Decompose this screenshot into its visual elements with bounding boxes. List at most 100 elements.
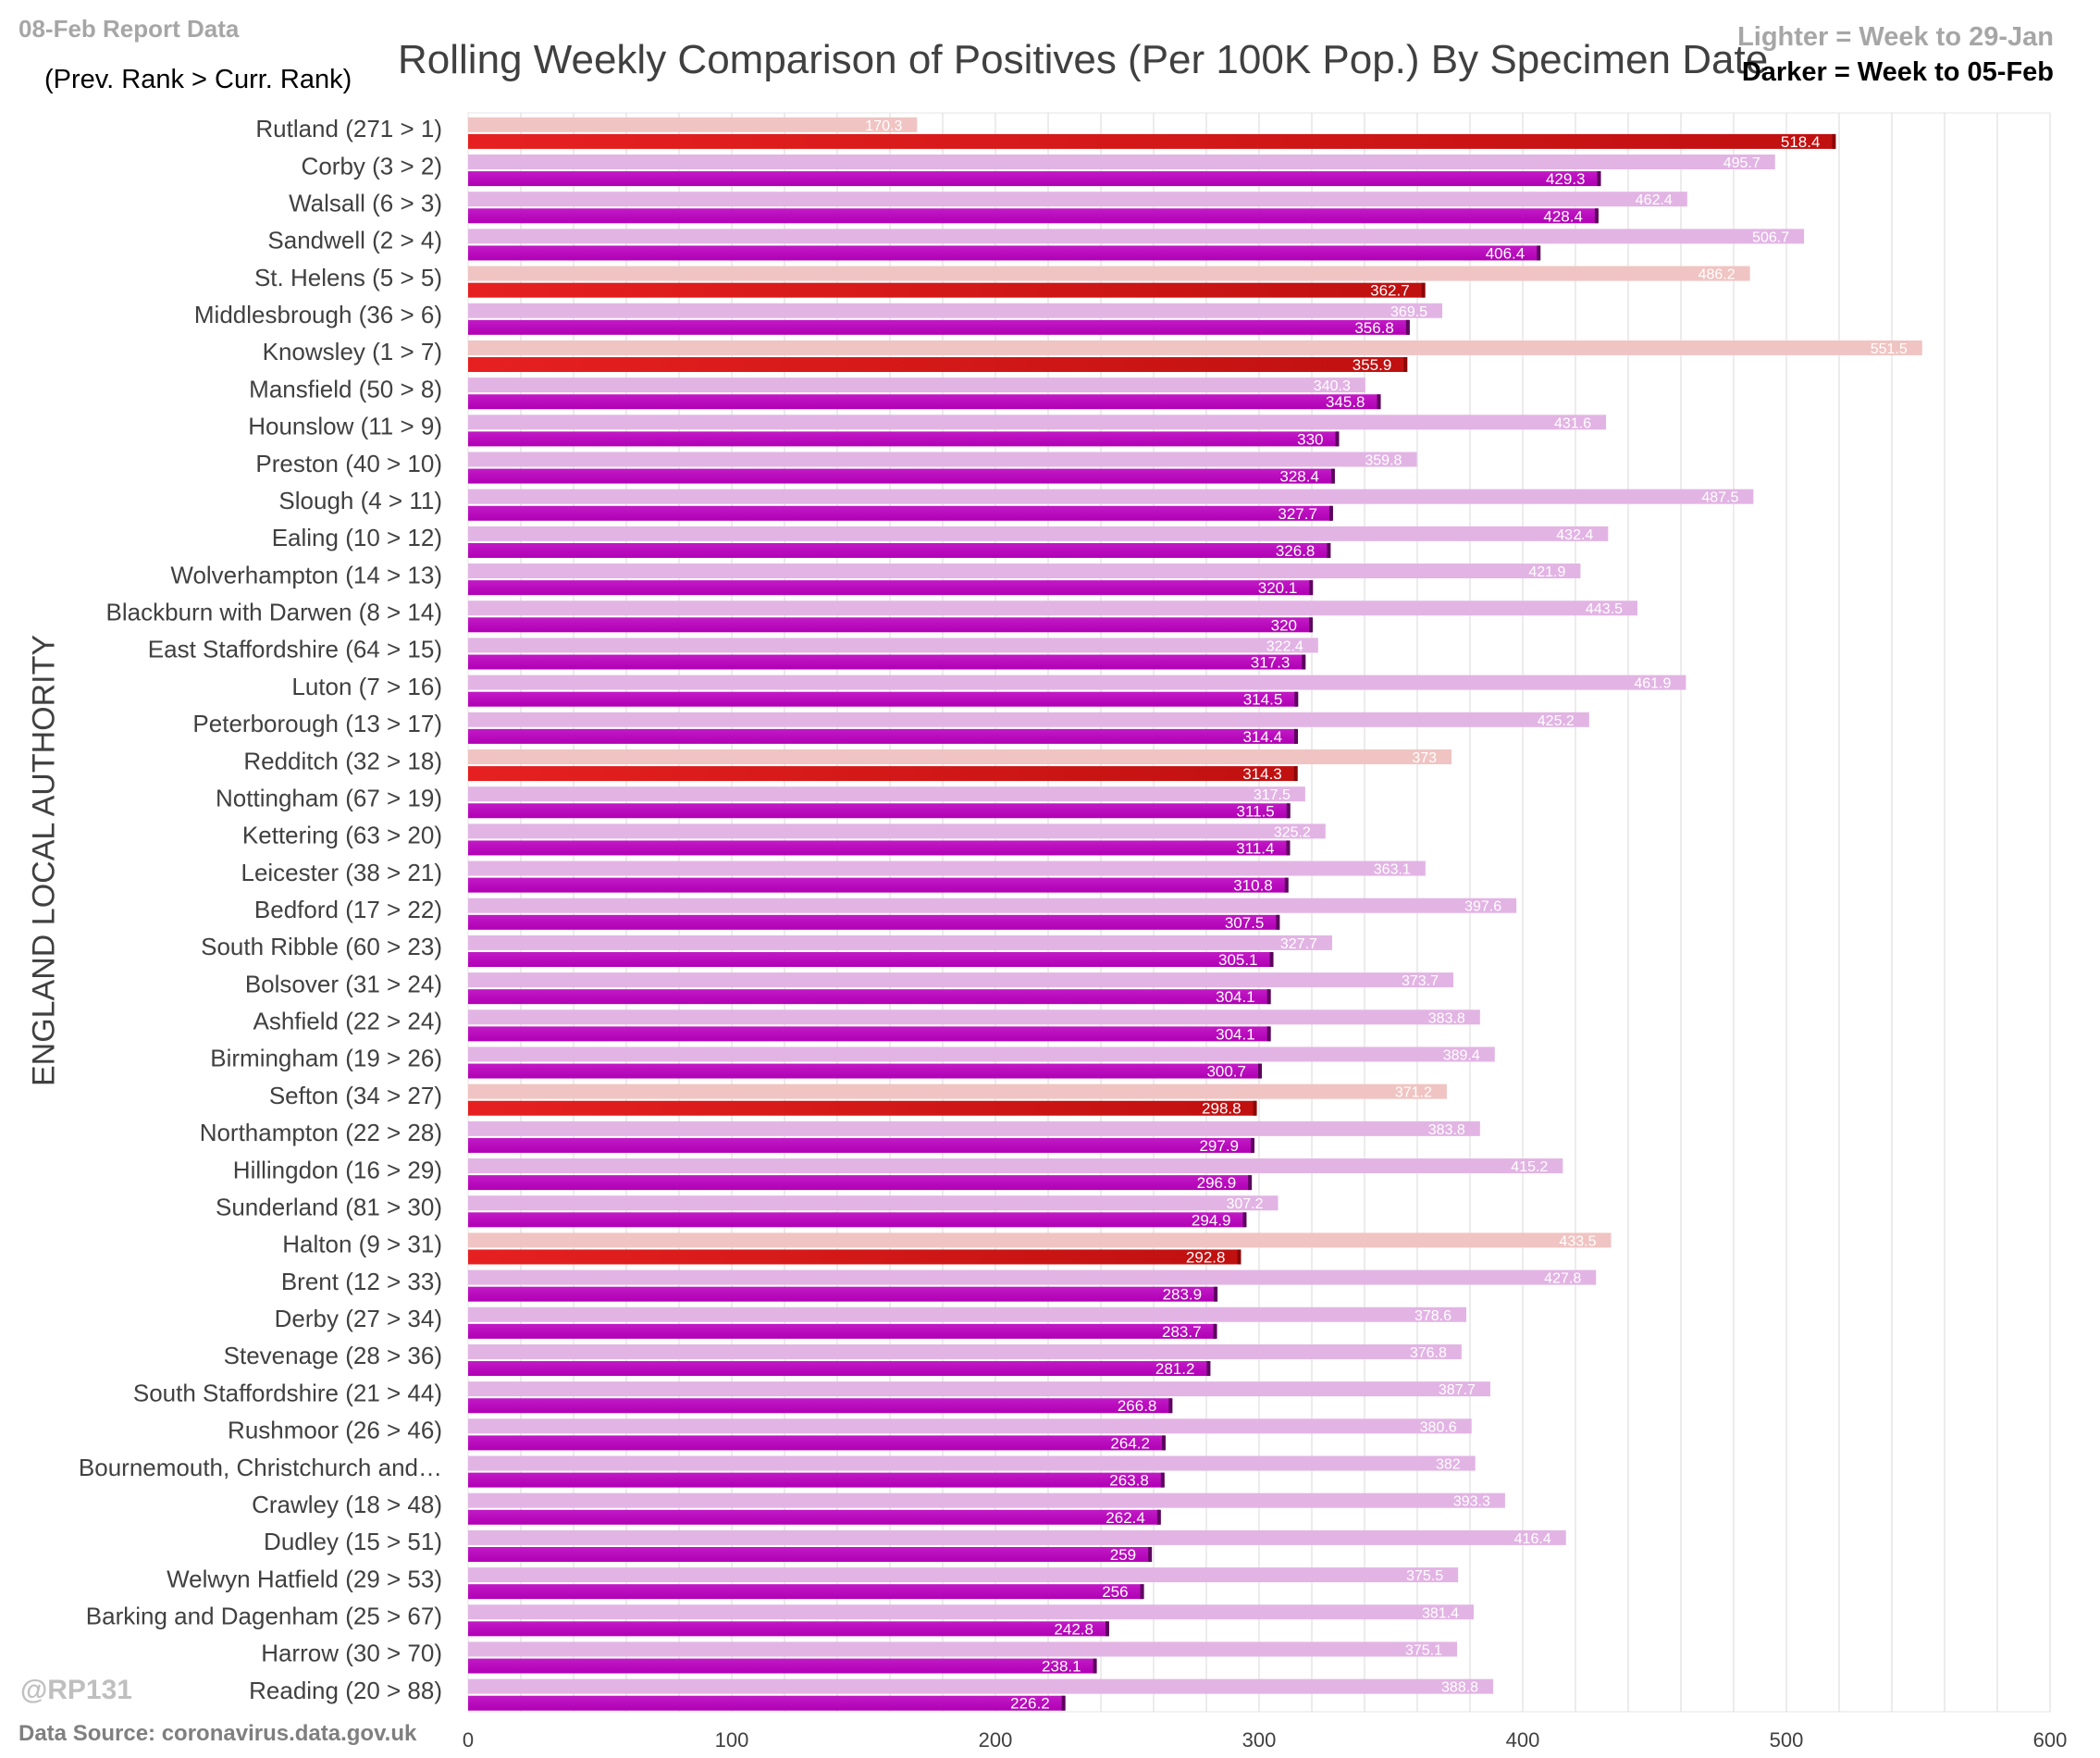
bar-end-cap xyxy=(1293,766,1298,782)
bar-end-cap xyxy=(1309,617,1313,633)
bar-current-week xyxy=(468,431,1339,447)
y-tick-label: Northampton (22 > 28) xyxy=(200,1119,442,1146)
bar-current-week xyxy=(468,1695,1065,1711)
bar-previous-week xyxy=(468,1678,1494,1694)
bar-current-week xyxy=(468,1584,1143,1600)
bar-end-cap xyxy=(1269,951,1274,967)
data-label-current-week: 518.4 xyxy=(1781,133,1821,151)
data-label-previous-week: 433.5 xyxy=(1559,1233,1596,1249)
y-tick-label: Knowsley (1 > 7) xyxy=(263,338,442,365)
data-label-previous-week: 381.4 xyxy=(1422,1605,1459,1621)
y-tick-label: Ealing (10 > 12) xyxy=(272,524,442,551)
bar-current-week xyxy=(468,171,1600,187)
data-label-current-week: 296.9 xyxy=(1197,1174,1237,1192)
bar-end-cap xyxy=(1105,1621,1109,1637)
data-label-previous-week: 443.5 xyxy=(1586,601,1623,617)
bar-end-cap xyxy=(1140,1584,1144,1600)
data-label-current-week: 266.8 xyxy=(1118,1397,1157,1415)
bar-previous-week xyxy=(468,786,1305,802)
data-label-current-week: 327.7 xyxy=(1278,505,1317,523)
y-tick-label: Crawley (18 > 48) xyxy=(252,1491,442,1518)
y-tick-label: Dudley (15 > 51) xyxy=(264,1528,442,1555)
bar-current-week xyxy=(468,1546,1152,1562)
bar-previous-week xyxy=(468,1232,1612,1248)
data-label-previous-week: 380.6 xyxy=(1420,1419,1457,1435)
bar-end-cap xyxy=(1156,1509,1161,1525)
data-label-previous-week: 486.2 xyxy=(1699,267,1736,283)
bar-end-cap xyxy=(1832,133,1836,149)
bar-end-cap xyxy=(1161,1435,1166,1451)
y-tick-label: Barking and Dagenham (25 > 67) xyxy=(86,1603,442,1630)
bar-current-week xyxy=(468,1026,1270,1042)
bar-end-cap xyxy=(1251,1137,1255,1153)
bar-previous-week xyxy=(468,1306,1467,1322)
data-label-current-week: 428.4 xyxy=(1543,207,1583,225)
data-label-current-week: 320.1 xyxy=(1258,579,1298,597)
x-tick-label: 100 xyxy=(715,1728,749,1752)
bar-end-cap xyxy=(1253,1100,1257,1116)
bar-current-week xyxy=(468,1063,1261,1079)
bar-end-cap xyxy=(1237,1249,1241,1265)
bar-previous-week xyxy=(468,1529,1566,1545)
bar-previous-week xyxy=(468,675,1686,690)
bar-previous-week xyxy=(468,1343,1462,1359)
data-label-current-week: 298.8 xyxy=(1202,1100,1241,1118)
data-label-current-week: 310.8 xyxy=(1233,877,1273,895)
bar-previous-week xyxy=(468,638,1318,653)
y-tick-label: Bournemouth, Christchurch and… xyxy=(79,1454,442,1481)
bar-current-week xyxy=(468,245,1540,261)
data-label-previous-week: 387.7 xyxy=(1439,1382,1476,1398)
bar-current-week xyxy=(468,319,1409,335)
bar-current-week xyxy=(468,580,1313,596)
bar-end-cap xyxy=(1213,1323,1217,1339)
author-handle: @RP131 xyxy=(20,1675,132,1705)
y-tick-label: East Staffordshire (64 > 15) xyxy=(148,636,442,663)
bar-end-cap xyxy=(1168,1398,1173,1414)
bar-previous-week xyxy=(468,860,1426,876)
bar-previous-week xyxy=(468,972,1454,988)
bar-current-week xyxy=(468,1100,1256,1116)
bar-previous-week xyxy=(468,1158,1563,1174)
bar-current-week xyxy=(468,1249,1241,1265)
y-tick-label: Welwyn Hatfield (29 > 53) xyxy=(167,1565,442,1592)
data-label-current-week: 264.2 xyxy=(1110,1434,1150,1452)
y-tick-label: Wolverhampton (14 > 13) xyxy=(170,561,442,588)
data-label-current-week: 311.5 xyxy=(1236,802,1274,820)
data-label-previous-week: 416.4 xyxy=(1514,1531,1551,1547)
bar-end-cap xyxy=(1377,394,1381,410)
data-label-current-week: 259 xyxy=(1110,1546,1136,1564)
data-label-current-week: 317.3 xyxy=(1251,654,1291,672)
data-label-previous-week: 376.8 xyxy=(1410,1345,1447,1361)
y-tick-label: Redditch (32 > 18) xyxy=(243,747,442,774)
data-label-current-week: 262.4 xyxy=(1106,1509,1145,1527)
bar-previous-week xyxy=(468,600,1637,616)
y-tick-label: Hounslow (11 > 9) xyxy=(248,413,442,440)
data-label-current-week: 304.1 xyxy=(1216,1025,1255,1043)
data-label-current-week: 355.9 xyxy=(1353,356,1392,374)
bar-end-cap xyxy=(1597,171,1601,187)
bar-current-week xyxy=(468,208,1598,224)
bar-end-cap xyxy=(1330,468,1335,484)
bar-end-cap xyxy=(1093,1658,1097,1674)
bar-end-cap xyxy=(1294,691,1299,707)
data-label-current-week: 345.8 xyxy=(1326,393,1365,411)
bar-previous-week xyxy=(468,526,1609,541)
data-label-previous-week: 383.8 xyxy=(1428,1010,1465,1026)
bar-end-cap xyxy=(1335,431,1340,447)
y-tick-label: Bolsover (31 > 24) xyxy=(245,970,442,997)
y-tick-label: Blackburn with Darwen (8 > 14) xyxy=(106,599,442,626)
bar-current-week xyxy=(468,1509,1160,1525)
bar-previous-week xyxy=(468,823,1326,839)
data-label-previous-week: 462.4 xyxy=(1636,192,1673,208)
y-tick-label: Nottingham (67 > 19) xyxy=(216,784,442,811)
bar-end-cap xyxy=(1242,1212,1247,1228)
data-label-previous-week: 375.1 xyxy=(1405,1642,1442,1658)
bar-current-week xyxy=(468,1361,1210,1377)
bar-current-week xyxy=(468,691,1298,707)
bar-end-cap xyxy=(1061,1695,1066,1711)
bar-previous-week xyxy=(468,117,918,132)
bar-end-cap xyxy=(1206,1361,1211,1377)
bar-previous-week xyxy=(468,340,1922,355)
data-label-current-week: 362.7 xyxy=(1370,282,1410,300)
